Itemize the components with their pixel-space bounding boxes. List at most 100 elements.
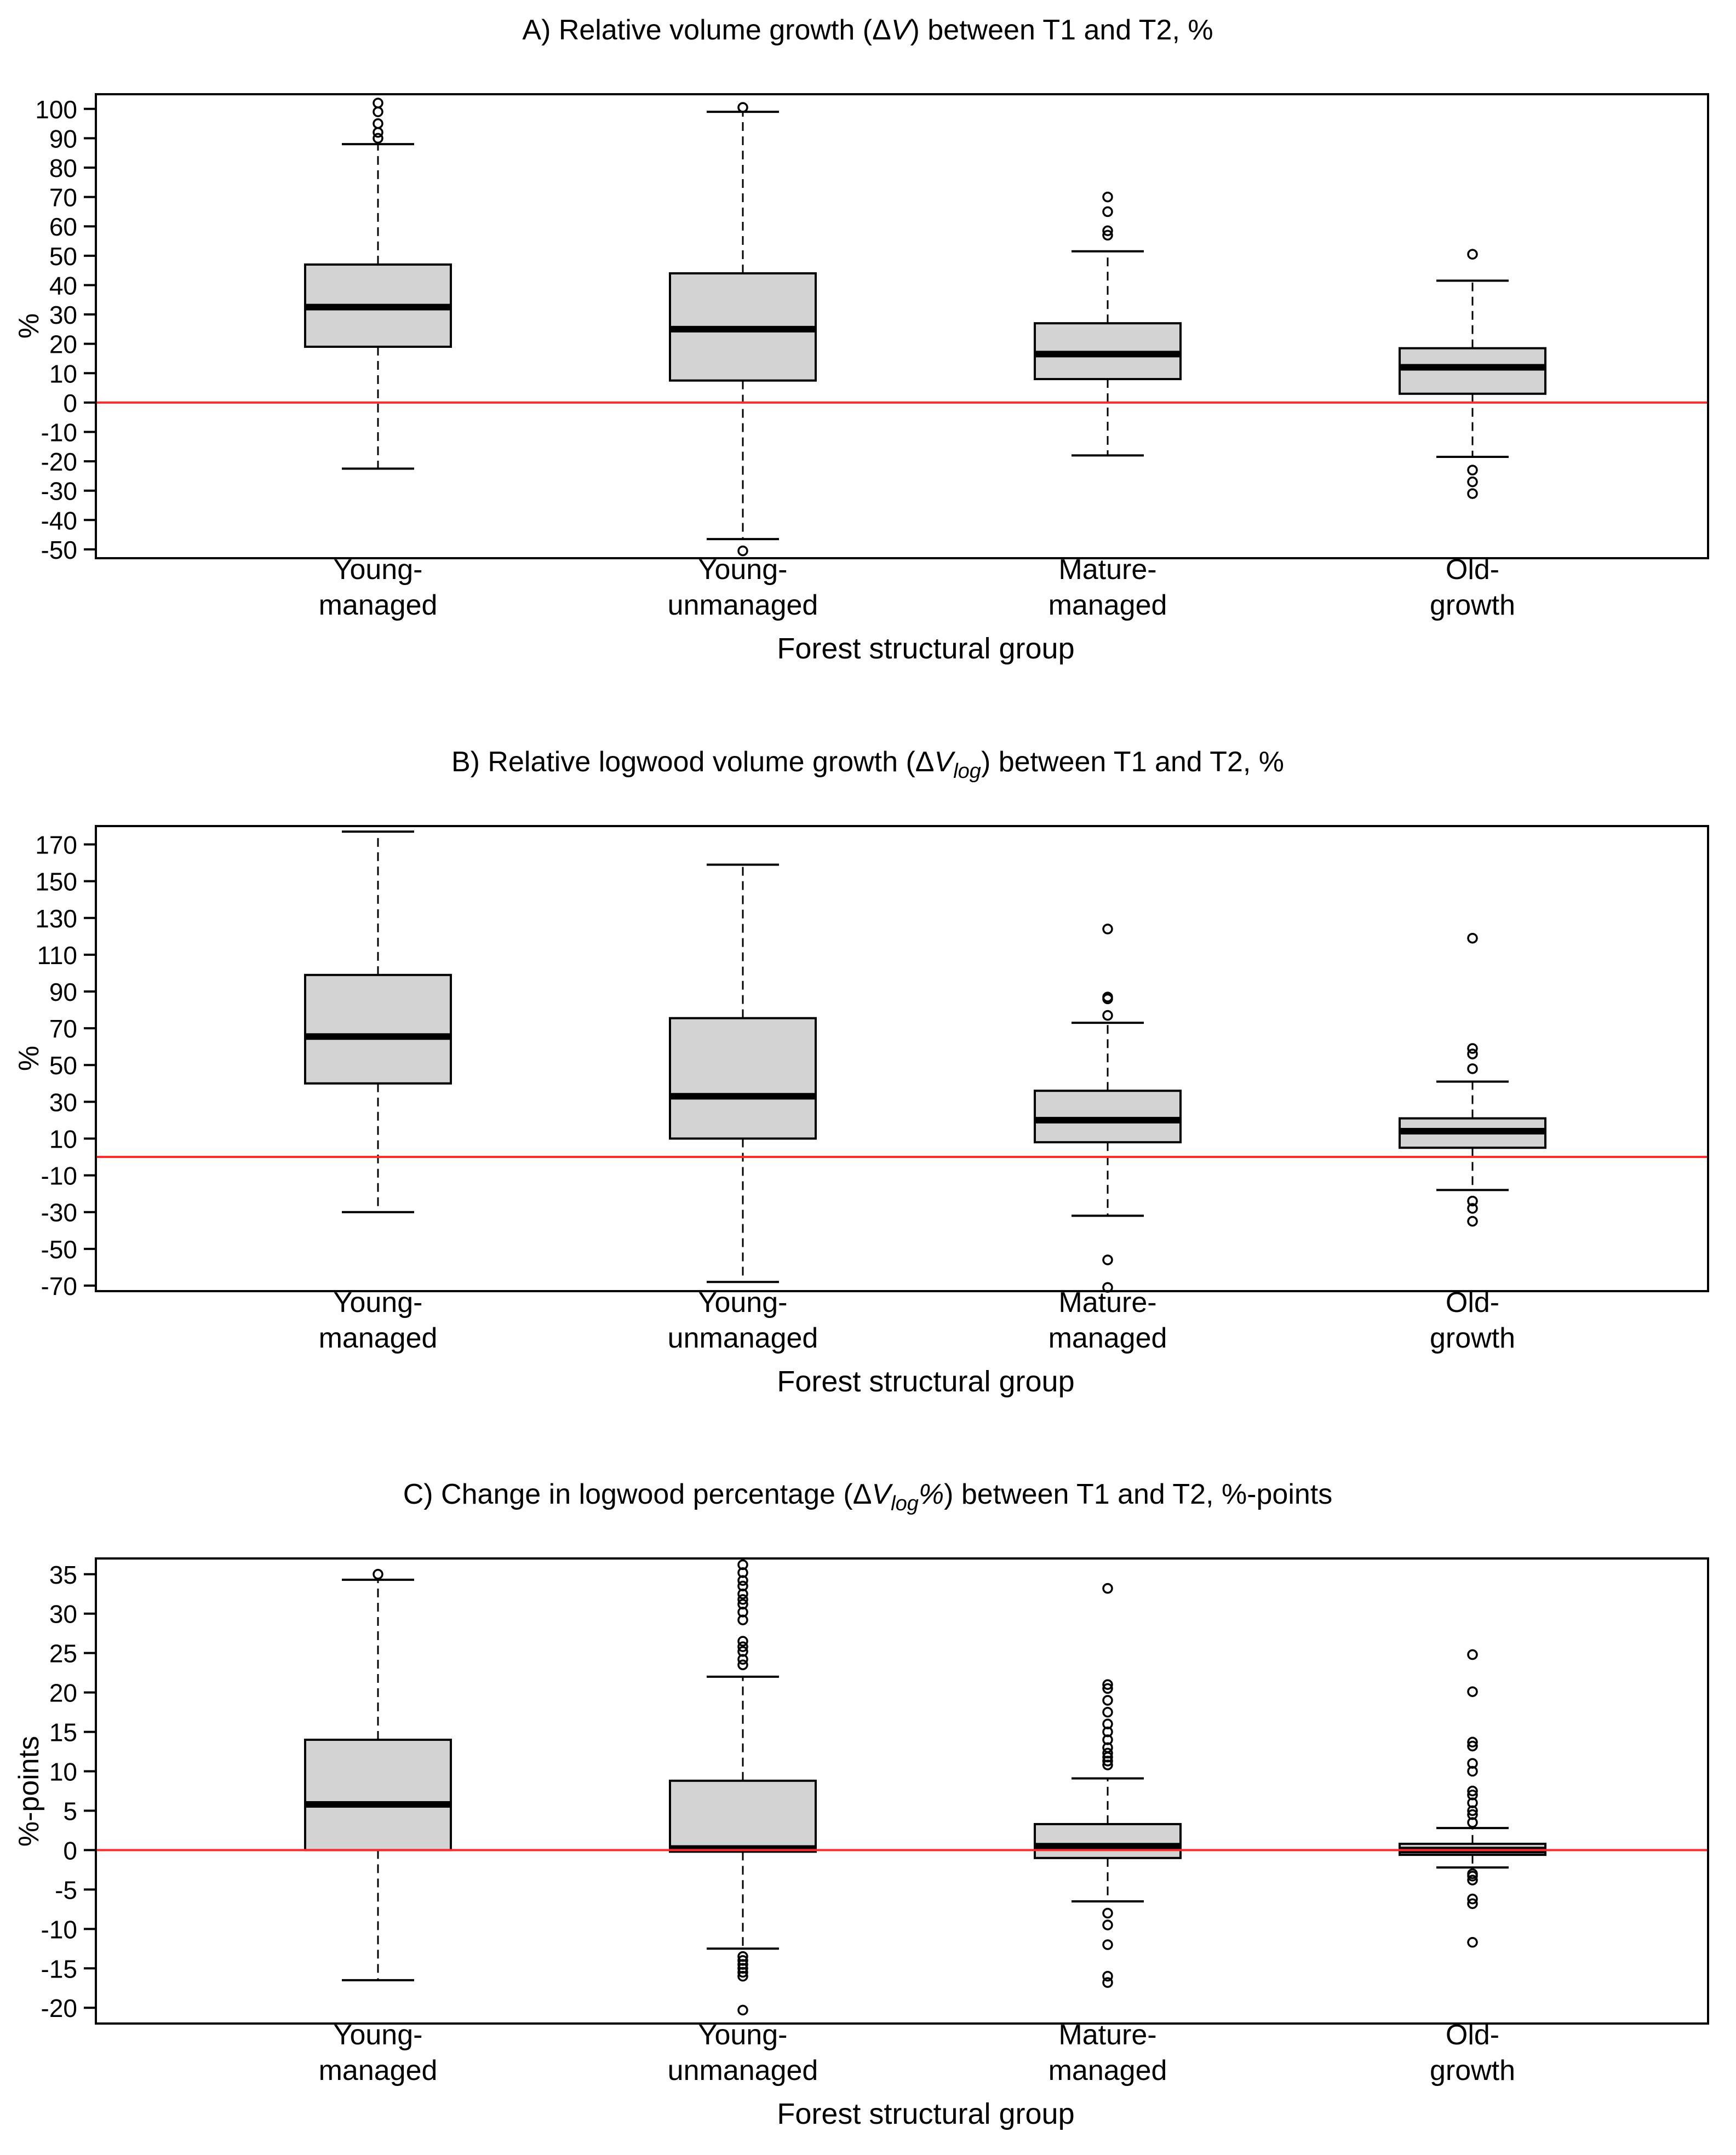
panel-c-x-axis: Young-managed Young-unmanaged Mature-manag… bbox=[319, 2019, 1515, 2087]
panel-b-x-category-label-line2: managed bbox=[1049, 1322, 1167, 1354]
panel-c-x-category-label-line2: growth bbox=[1430, 2055, 1515, 2087]
panel-b-title-part: B) Relative logwood volume growth ( bbox=[451, 746, 916, 778]
panel-a-x-axis: Young-managedYoung-unmanagedMature-manag… bbox=[319, 554, 1515, 621]
panel-b-outlier-point bbox=[1467, 932, 1478, 944]
panel-c: C) Change in logwood percentage (ΔVlog%)… bbox=[13, 1478, 1709, 2130]
panel-c-outlier-point bbox=[737, 1967, 748, 1978]
panel-c-y-tick-label: 15 bbox=[49, 1718, 77, 1747]
panel-a-y-tick-label: 20 bbox=[49, 330, 77, 359]
panel-a-title-part: V bbox=[891, 14, 913, 46]
panel-a-y-tick-label: -30 bbox=[41, 477, 77, 506]
panel-b-outlier-point bbox=[1467, 1043, 1478, 1054]
panel-c-outlier-point bbox=[737, 1654, 748, 1665]
panel-b-y-tick-label: -30 bbox=[41, 1199, 77, 1227]
panel-a: A) Relative volume growth (ΔV) between T… bbox=[13, 14, 1709, 665]
panel-a-outlier-point bbox=[1467, 249, 1478, 260]
panel-c-outlier-point bbox=[1102, 1939, 1113, 1950]
panel-b-box-2 bbox=[669, 863, 817, 1283]
panel-b-box-3 bbox=[1034, 924, 1182, 1293]
panel-c-iqr-box bbox=[669, 1779, 817, 1853]
panel-b-outlier-point bbox=[1467, 1195, 1478, 1207]
panel-a-outlier-point bbox=[1102, 191, 1113, 203]
panel-a-x-category-label-line1: Young- bbox=[698, 554, 788, 586]
panel-b-title-part: ) between T1 and T2, % bbox=[981, 746, 1284, 778]
panel-a-box-3 bbox=[1034, 191, 1182, 457]
panel-c-y-axis: 35 30 25 20 15 10 5 0 -5 -10 -15 -20 bbox=[41, 1561, 96, 2022]
panel-c-x-category-label-line2: unmanaged bbox=[668, 2055, 818, 2087]
panel-a-outlier-point bbox=[737, 545, 748, 557]
panel-c-outlier-point bbox=[1102, 1583, 1113, 1594]
panel-a-y-tick-label: -20 bbox=[41, 448, 77, 476]
panel-b-y-tick-label: 30 bbox=[49, 1088, 77, 1116]
panel-a-box-4 bbox=[1399, 249, 1546, 499]
panel-c-outlier-point bbox=[1102, 1759, 1113, 1770]
panel-c-iqr-box bbox=[1034, 1822, 1182, 1859]
panel-c-outlier-point bbox=[737, 1589, 748, 1600]
panel-c-title-part: ) between T1 and T2, %-points bbox=[944, 1478, 1332, 1510]
panel-a-title: A) Relative volume growth (ΔV) between T… bbox=[522, 14, 1213, 46]
panel-a-x-category-label-line2: growth bbox=[1430, 589, 1515, 621]
panel-c-box-1 bbox=[304, 1569, 452, 1981]
panel-c-outlier-point bbox=[737, 1594, 748, 1605]
panel-b-outlier-point bbox=[1467, 1216, 1478, 1227]
panel-b-y-tick-label: -10 bbox=[41, 1162, 77, 1190]
panel-b-y-tick-label: 50 bbox=[49, 1051, 77, 1080]
panel-c-y-tick-label: 0 bbox=[63, 1836, 77, 1865]
panel-a-y-axis-label: % bbox=[13, 313, 45, 339]
panel-b-y-axis-label: % bbox=[13, 1046, 45, 1071]
panel-c-x-category-label-line1: Mature- bbox=[1058, 2019, 1156, 2051]
panel-b-plot-frame bbox=[95, 825, 1709, 1292]
panel-a-y-tick-label: 0 bbox=[63, 389, 77, 417]
panel-a-outlier-point bbox=[1467, 488, 1478, 499]
panel-a-title-part: A) Relative volume growth ( bbox=[522, 14, 872, 46]
panel-c-box-3 bbox=[1034, 1583, 1182, 1988]
panel-b-title-part: Δ bbox=[915, 746, 935, 778]
panel-b-title: B) Relative logwood volume growth (ΔVlog… bbox=[451, 746, 1284, 783]
panel-b-iqr-box bbox=[669, 1017, 817, 1140]
panel-b-x-category-label-line1: Young- bbox=[334, 1287, 423, 1319]
panel-c-y-tick-label: -15 bbox=[41, 1955, 77, 1983]
panel-c-title-part: Δ bbox=[853, 1478, 872, 1510]
panel-a-x-category-label-line1: Old- bbox=[1446, 554, 1499, 586]
panel-b-y-tick-label: 170 bbox=[35, 831, 77, 859]
panel-a-iqr-box bbox=[1399, 347, 1546, 395]
panel-b-outlier-point bbox=[1467, 1063, 1478, 1074]
panel-a-x-category-label-line1: Mature- bbox=[1058, 554, 1156, 586]
panel-b-iqr-box bbox=[304, 973, 452, 1085]
panel-b-x-category-label-line1: Old- bbox=[1446, 1287, 1499, 1319]
panel-c-outlier-point bbox=[737, 1641, 748, 1652]
panel-c-outlier-point bbox=[737, 1636, 748, 1647]
panel-a-y-tick-label: 40 bbox=[49, 271, 77, 300]
panel-a-outlier-point bbox=[1102, 206, 1113, 217]
panel-c-y-tick-label: 30 bbox=[49, 1600, 77, 1629]
panel-b: B) Relative logwood volume growth (ΔVlog… bbox=[13, 746, 1709, 1398]
panel-a-y-tick-label: 100 bbox=[35, 95, 77, 124]
panel-c-y-axis-label: %-points bbox=[13, 1736, 45, 1847]
panel-c-outlier-point bbox=[1467, 1785, 1478, 1797]
panel-a-y-tick-label: -40 bbox=[41, 506, 77, 535]
panel-a-x-category-label-line1: Young- bbox=[334, 554, 423, 586]
panel-c-title-part: C) Change in logwood percentage ( bbox=[403, 1478, 853, 1510]
panel-a-y-tick-label: 30 bbox=[49, 301, 77, 329]
panel-a-x-axis-label: Forest structural group bbox=[777, 632, 1074, 665]
panel-c-outlier-point bbox=[1102, 1679, 1113, 1690]
panel-c-y-tick-label: 35 bbox=[49, 1561, 77, 1589]
panel-a-y-tick-label: -10 bbox=[41, 418, 77, 446]
panel-c-plot-area bbox=[96, 1559, 1708, 2016]
panel-b-outlier-point bbox=[1102, 1010, 1113, 1021]
panel-a-x-category-label-line2: managed bbox=[1049, 589, 1167, 621]
panel-b-y-tick-label: -50 bbox=[41, 1235, 77, 1264]
panel-b-y-tick-label: 10 bbox=[49, 1125, 77, 1153]
panel-c-outlier-point bbox=[1467, 1736, 1478, 1748]
panel-a-box-2 bbox=[669, 102, 817, 557]
panel-b-y-tick-label: 150 bbox=[35, 868, 77, 896]
panel-c-plot-frame bbox=[95, 1557, 1709, 2025]
panel-c-outlier-point bbox=[1467, 1766, 1478, 1777]
panel-c-outlier-point bbox=[1102, 1970, 1113, 1982]
panel-c-y-tick-label: 25 bbox=[49, 1640, 77, 1668]
panel-a-title-part: Δ bbox=[872, 14, 891, 46]
panel-c-outlier-point bbox=[1467, 1817, 1478, 1828]
